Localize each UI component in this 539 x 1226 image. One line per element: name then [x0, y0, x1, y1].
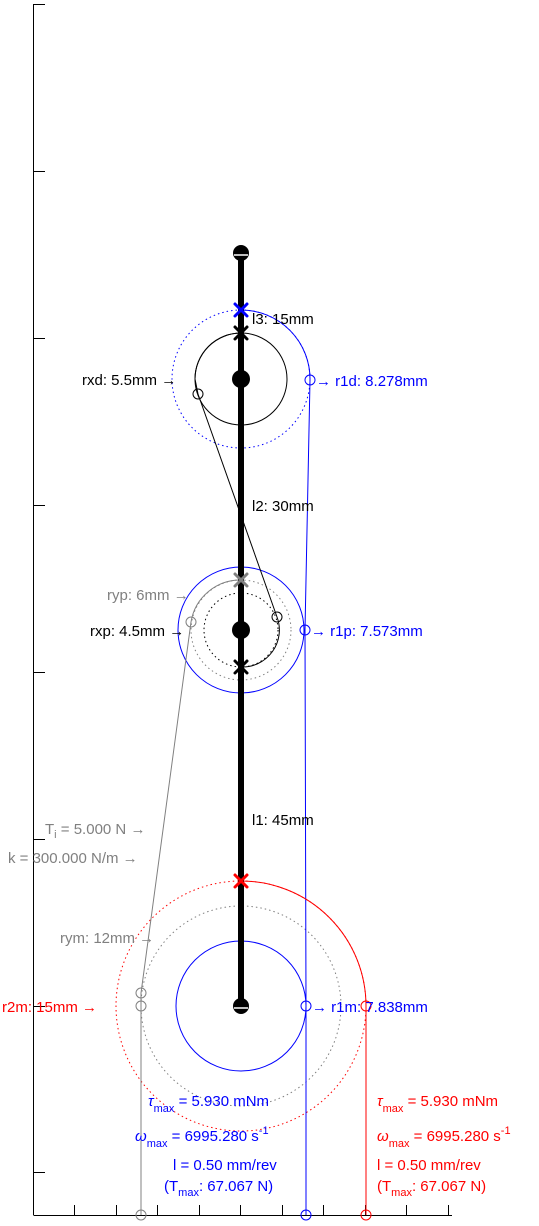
- r1m-marker: [300, 1000, 312, 1012]
- rym-marker-lower: [135, 1000, 147, 1012]
- red-tendon: [240, 880, 367, 1215]
- proximal-joint: [232, 621, 250, 639]
- axes: [33, 4, 452, 1216]
- r2m-marker: [360, 1000, 372, 1012]
- link-label-l1: l1: 45mm: [252, 812, 314, 829]
- spring-stiffness-label: k = 300.000 N/m →: [8, 850, 138, 867]
- rym-label: rym: 12mm →: [60, 930, 154, 947]
- red-motor-torque: τmax = 5.930 mNm: [377, 1093, 498, 1115]
- link-label-l3: l3: 15mm: [252, 311, 314, 328]
- blue-motor-torque: τmax = 5.930 mNm: [148, 1093, 269, 1115]
- blue-axis-marker: [300, 1209, 312, 1221]
- r1d-label: → r1d: 8.278mm: [316, 373, 428, 390]
- black-x-marker-top: [233, 325, 249, 341]
- red-x-marker: [233, 873, 249, 889]
- fingertip-joint: [233, 245, 249, 261]
- ryp-label: ryp: 6mm →: [107, 587, 189, 604]
- gray-axis-marker: [135, 1209, 147, 1221]
- red-motor-max-force: (Tmax: 67.067 N): [377, 1178, 486, 1199]
- marker-circles: [135, 374, 372, 1221]
- initial-tension-label: Ti = 5.000 N →: [45, 821, 145, 841]
- x-ticks: [74, 1205, 449, 1215]
- link-label-l2: l2: 30mm: [252, 498, 314, 515]
- motor-gray-dotted-circle: [140, 905, 342, 1107]
- blue-motor-specs: τmax = 5.930 mNm ωmax = 6995.280 s-1 l =…: [135, 1093, 277, 1199]
- black-tendon: [194, 332, 280, 668]
- r1p-marker: [299, 624, 311, 636]
- rxp-label: rxp: 4.5mm →: [90, 623, 184, 640]
- r2m-label: r2m: 15mm →: [2, 999, 97, 1016]
- r1p-label: → r1p: 7.573mm: [311, 623, 423, 640]
- blue-motor-max-force: (Tmax: 67.067 N): [164, 1178, 273, 1199]
- black-x-marker-bottom: [233, 659, 249, 675]
- tendon-paths: [140, 309, 367, 1215]
- distal-joint: [232, 370, 250, 388]
- rxd-label: rxd: 5.5mm →: [82, 372, 176, 389]
- rxd-marker: [192, 388, 204, 400]
- blue-motor-speed: ωmax = 6995.280 s-1: [135, 1125, 269, 1150]
- red-axis-marker: [360, 1209, 372, 1221]
- blue-x-marker: [233, 302, 249, 318]
- blue-motor-lead: l = 0.50 mm/rev: [173, 1157, 277, 1174]
- rym-marker-upper: [135, 987, 147, 999]
- x-markers: [233, 302, 249, 889]
- red-motor-specs: τmax = 5.930 mNm ωmax = 6995.280 s-1 l =…: [377, 1093, 511, 1199]
- rxp-marker: [271, 611, 283, 623]
- gray-x-marker: [233, 572, 249, 588]
- red-motor-speed: ωmax = 6995.280 s-1: [377, 1125, 511, 1150]
- base-joint: [233, 998, 249, 1014]
- r1m-label: → r1m: 7.838mm: [312, 999, 428, 1016]
- proximal-black-dotted-circle: [203, 592, 279, 668]
- r1d-marker: [304, 374, 316, 386]
- red-motor-lead: l = 0.50 mm/rev: [377, 1157, 481, 1174]
- gray-tendon: [140, 579, 242, 1215]
- y-ticks: [33, 4, 45, 1173]
- ryp-marker: [185, 616, 197, 628]
- blue-tendon: [240, 309, 311, 1215]
- finger-links: [232, 245, 250, 1014]
